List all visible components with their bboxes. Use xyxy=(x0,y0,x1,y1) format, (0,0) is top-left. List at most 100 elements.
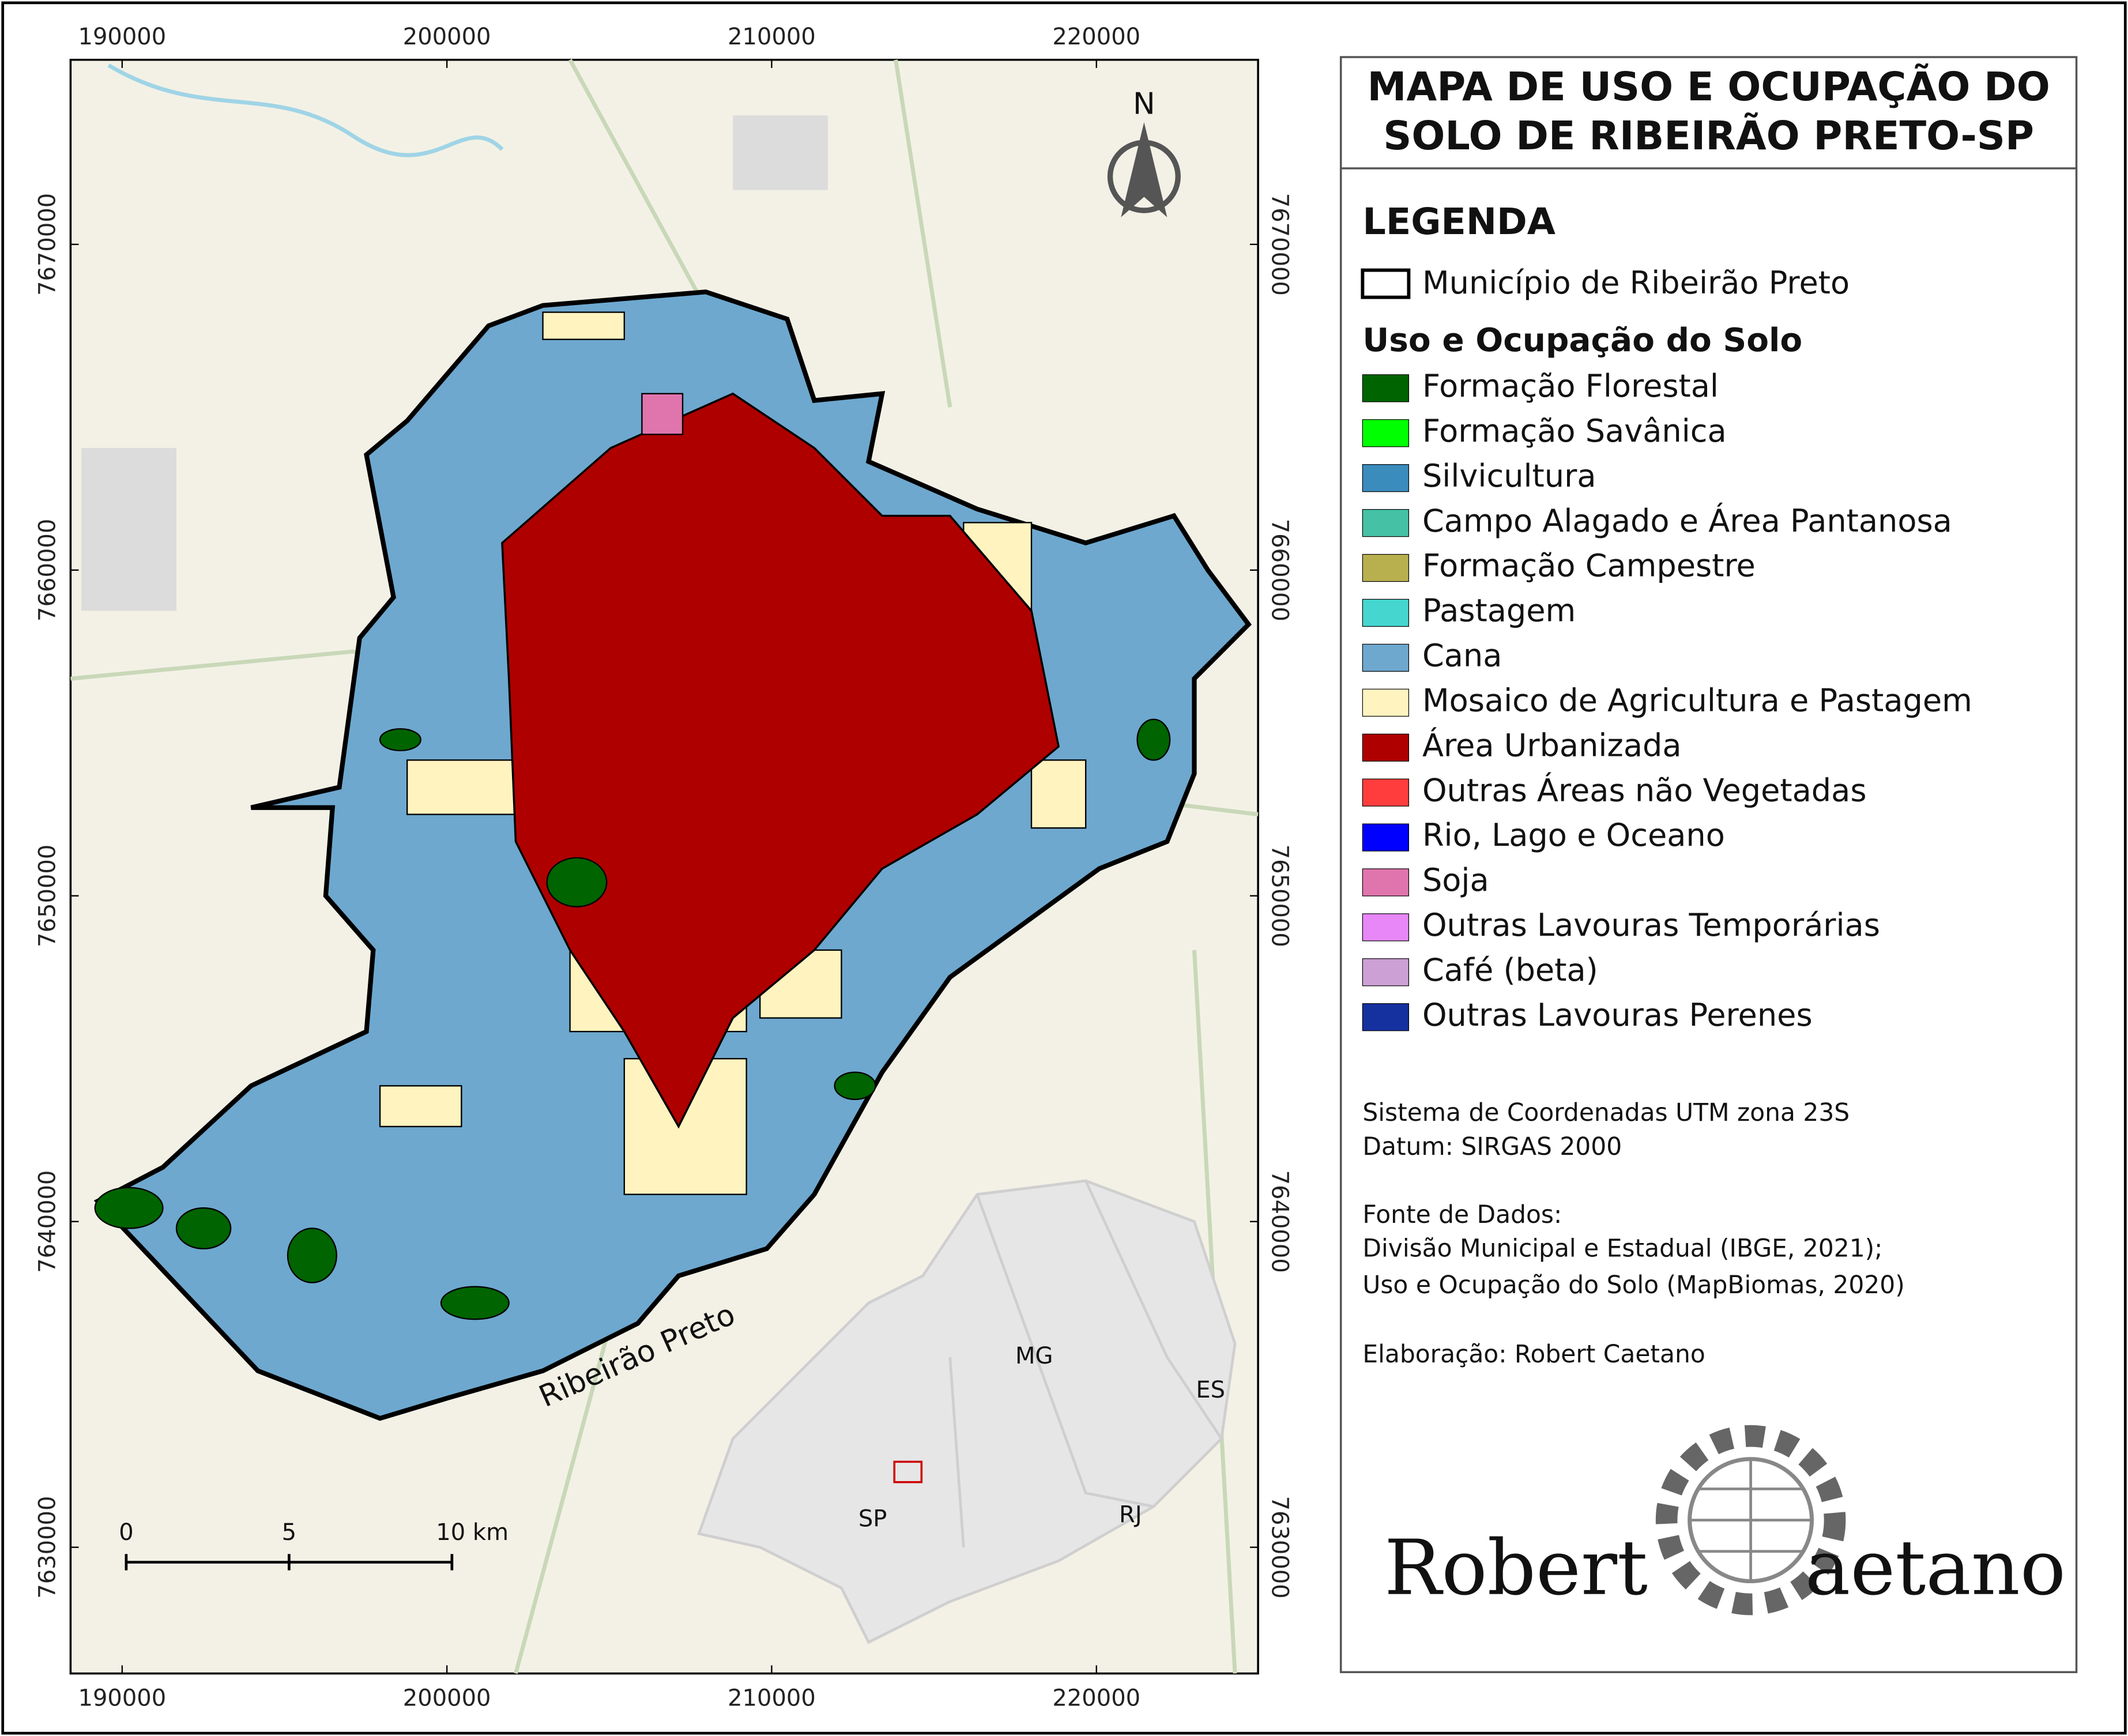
legend-swatch xyxy=(1362,643,1409,672)
soy-patch xyxy=(641,393,684,435)
note: Sistema de Coordenadas UTM zona 23S xyxy=(1362,1098,1850,1127)
legend-heading: LEGENDA xyxy=(1362,200,1555,243)
legend-swatch xyxy=(1362,598,1409,627)
patch xyxy=(406,759,517,815)
x-tick-label: 210000 xyxy=(728,1685,816,1711)
x-tick-label: 220000 xyxy=(1052,24,1140,50)
scale-label: 5 xyxy=(282,1519,296,1546)
note: Elaboração: Robert Caetano xyxy=(1362,1340,1705,1368)
patch xyxy=(175,1207,232,1249)
patch xyxy=(623,1058,747,1195)
legend-label: Mosaico de Agricultura e Pastagem xyxy=(1422,682,1972,718)
legend-section: Uso e Ocupação do Solo xyxy=(1362,322,1802,359)
y-tick-label: 7630000 xyxy=(1266,1496,1293,1599)
legend-label: Café (beta) xyxy=(1422,952,1598,988)
north-label: N xyxy=(1133,87,1155,122)
patch xyxy=(440,1286,510,1320)
legend-label: Formação Florestal xyxy=(1422,368,1719,404)
patch xyxy=(379,728,421,752)
legend-swatch xyxy=(1362,509,1409,537)
legend-swatch xyxy=(1362,419,1409,447)
logo-text: aetano xyxy=(1805,1524,2066,1613)
urban-areas xyxy=(81,115,828,611)
legend-swatch xyxy=(1362,823,1409,852)
legend-swatch xyxy=(1362,733,1409,762)
y-tick-label: 7650000 xyxy=(1266,845,1293,947)
patch xyxy=(94,1187,164,1229)
y-tick-label: 7670000 xyxy=(1266,193,1293,296)
legend-swatch xyxy=(1362,374,1409,402)
y-tick-label: 7670000 xyxy=(35,193,61,296)
north-arrow: N xyxy=(1107,87,1181,217)
x-tick-label: 190000 xyxy=(78,1685,167,1711)
patch xyxy=(1030,759,1087,829)
patch xyxy=(546,857,608,907)
note: Uso e Ocupação do Solo (MapBiomas, 2020) xyxy=(1362,1271,1904,1299)
scale-line xyxy=(125,1554,454,1571)
scale-label: 0 xyxy=(119,1519,133,1546)
legend-swatch xyxy=(1362,1003,1409,1031)
legend-label: Município de Ribeirão Preto xyxy=(1422,265,1850,301)
north-needle xyxy=(1121,122,1167,217)
legend-swatch xyxy=(1362,778,1409,807)
y-tick-label: 7640000 xyxy=(35,1170,61,1273)
logo-text: Robert xyxy=(1384,1524,1648,1613)
logo: Robert aetano xyxy=(1384,1425,2066,1616)
legend-swatch xyxy=(1362,553,1409,582)
legend-swatch xyxy=(1362,464,1409,492)
patch xyxy=(1136,718,1171,761)
notes: Sistema de Coordenadas UTM zona 23S Datum… xyxy=(1362,1098,1904,1368)
legend-swatch xyxy=(1362,958,1409,986)
legend-label: Formação Campestre xyxy=(1422,548,1756,584)
note: Divisão Municipal e Estadual (IBGE, 2021… xyxy=(1362,1234,1882,1263)
note: Fonte de Dados: xyxy=(1362,1200,1562,1229)
scale-bar: 0 5 10 km xyxy=(119,1519,509,1571)
state-label: SP xyxy=(858,1506,887,1532)
x-tick-label: 200000 xyxy=(403,24,491,50)
inset-locator xyxy=(893,1460,923,1483)
legend-label: Outras Lavouras Perenes xyxy=(1422,997,1813,1033)
urban-area xyxy=(501,392,1060,1129)
boundary-swatch xyxy=(1361,268,1411,299)
legend-swatch xyxy=(1362,913,1409,942)
y-tick-label: 7660000 xyxy=(35,519,61,622)
x-tick-label: 200000 xyxy=(403,1685,491,1711)
x-tick-label: 220000 xyxy=(1052,1685,1140,1711)
legend-label: Cana xyxy=(1422,638,1502,674)
title: MAPA DE USO E OCUPAÇÃO DO xyxy=(1367,64,2050,110)
state-label: RJ xyxy=(1119,1502,1142,1528)
legend-swatch xyxy=(1362,688,1409,717)
title: SOLO DE RIBEIRÃO PRETO-SP xyxy=(1383,113,2034,159)
y-tick-label: 7640000 xyxy=(1266,1170,1293,1273)
legend-label: Formação Savânica xyxy=(1422,413,1727,449)
legend-label: Campo Alagado e Área Pantanosa xyxy=(1422,503,1952,539)
legend-label: Silvicultura xyxy=(1422,458,1596,494)
forest-patches xyxy=(94,718,1171,1320)
legend-swatch xyxy=(1362,868,1409,897)
logo-gear xyxy=(1655,1425,1846,1616)
x-tick-label: 210000 xyxy=(728,24,816,50)
patch xyxy=(542,311,625,340)
river-line xyxy=(107,63,504,157)
legend-label: Soja xyxy=(1422,862,1489,898)
town xyxy=(81,447,177,611)
town xyxy=(733,115,828,190)
inset-borders xyxy=(948,1180,1223,1547)
logo-globe-lines xyxy=(1689,1459,1812,1581)
legend-box xyxy=(1339,56,2078,1673)
state-label: MG xyxy=(1015,1343,1053,1369)
y-tick-label: 7660000 xyxy=(1266,519,1293,622)
legend-panel: MAPA DE USO E OCUPAÇÃO DO SOLO DE RIBEIR… xyxy=(1339,56,2078,1673)
y-tick-label: 7650000 xyxy=(35,845,61,947)
state-label: ES xyxy=(1196,1377,1225,1403)
patch xyxy=(379,1085,462,1128)
inset-states xyxy=(697,1179,1237,1644)
patch xyxy=(834,1071,876,1101)
legend-label: Pastagem xyxy=(1422,593,1576,629)
x-tick-label: 190000 xyxy=(78,24,167,50)
legend-label: Outras Áreas não Vegetadas xyxy=(1422,772,1867,808)
patch xyxy=(287,1227,337,1283)
